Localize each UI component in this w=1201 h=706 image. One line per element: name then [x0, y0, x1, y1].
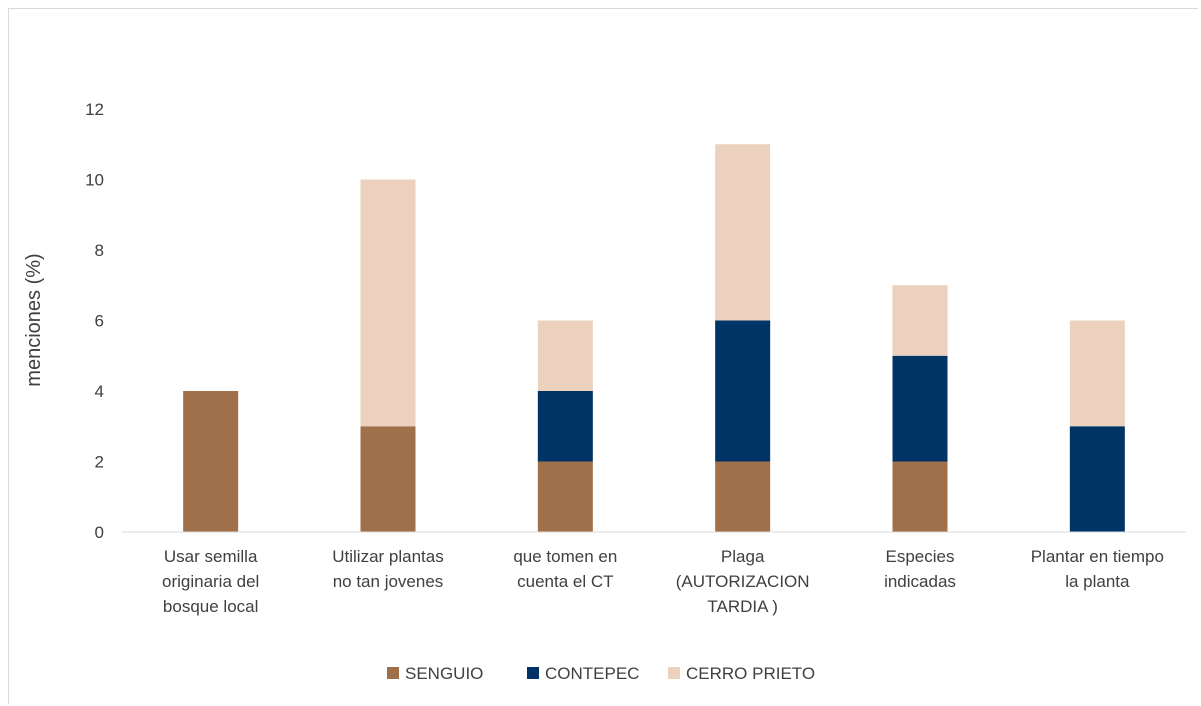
legend-swatch: [387, 667, 399, 679]
y-tick-label: 8: [95, 241, 104, 260]
legend-label: SENGUIO: [405, 664, 483, 683]
x-category-label: Especies: [886, 547, 955, 566]
y-tick-label: 12: [85, 100, 104, 119]
x-category-label: Utilizar plantas: [332, 547, 444, 566]
bar-cerro-prieto: [537, 320, 593, 391]
x-category-label: indicadas: [884, 572, 956, 591]
legend-swatch: [527, 667, 539, 679]
y-axis-ticks: 0 2 4 6 8 10 12: [85, 100, 104, 542]
x-category-label: cuenta el CT: [517, 572, 613, 591]
bars: [183, 144, 1125, 532]
chart-frame: [8, 8, 1198, 704]
x-category-label: (AUTORIZACION: [676, 572, 810, 591]
x-category-label: no tan jovenes: [333, 572, 444, 591]
x-category-label: TARDIA ): [707, 597, 778, 616]
legend: SENGUIO CONTEPEC CERRO PRIETO: [387, 664, 815, 683]
x-category-label: Usar semilla: [164, 547, 258, 566]
bar-senguio: [715, 461, 771, 532]
x-axis-categories: Usar semilla originaria del bosque local Ut…: [162, 547, 1164, 616]
y-tick-label: 0: [95, 523, 104, 542]
bar-cerro-prieto: [360, 179, 416, 427]
x-category-label: originaria del: [162, 572, 259, 591]
y-tick-label: 2: [95, 453, 104, 472]
x-category-label: Plantar en tiempo: [1031, 547, 1164, 566]
x-category-label: Plaga: [721, 547, 765, 566]
legend-label: CONTEPEC: [545, 664, 639, 683]
y-axis-label: menciones (%): [23, 253, 45, 386]
x-category-label: la planta: [1065, 572, 1130, 591]
y-tick-label: 6: [95, 312, 104, 331]
legend-label: CERRO PRIETO: [686, 664, 815, 683]
bar-cerro-prieto: [892, 285, 948, 356]
x-category-label: que tomen en: [513, 547, 617, 566]
y-tick-label: 10: [85, 171, 104, 190]
bar-contepec: [1069, 426, 1125, 532]
legend-swatch: [668, 667, 680, 679]
bar-contepec: [892, 355, 948, 462]
bar-senguio: [360, 426, 416, 532]
bar-cerro-prieto: [715, 144, 771, 321]
bar-contepec: [537, 391, 593, 462]
y-tick-label: 4: [95, 382, 104, 401]
bar-contepec: [715, 320, 771, 462]
bar-senguio: [537, 461, 593, 532]
bar-cerro-prieto: [1069, 320, 1125, 427]
bar-senguio: [183, 391, 239, 532]
x-category-label: bosque local: [163, 597, 258, 616]
bar-senguio: [892, 461, 948, 532]
